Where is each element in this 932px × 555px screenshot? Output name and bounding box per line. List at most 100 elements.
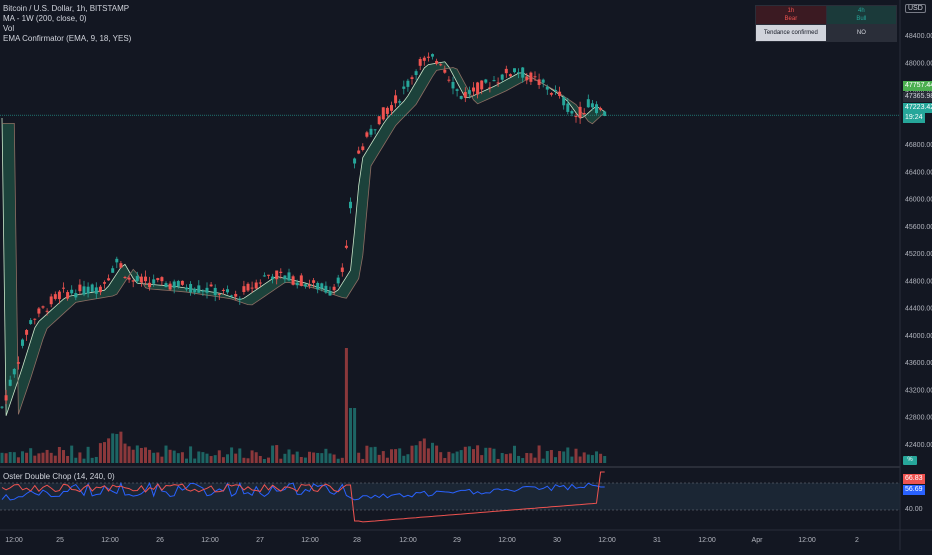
volume-bar xyxy=(349,408,352,463)
volume-bar xyxy=(324,448,328,463)
volume-bar xyxy=(504,454,508,463)
volume-bar xyxy=(70,445,74,463)
volume-bar xyxy=(545,451,549,463)
volume-bar xyxy=(316,452,320,463)
volume-bar xyxy=(172,450,176,463)
volume-bar xyxy=(86,446,90,463)
candle-body xyxy=(49,296,53,305)
volume-bar xyxy=(312,452,316,463)
volume-bar xyxy=(344,348,348,463)
candle-body xyxy=(37,308,41,314)
volume-bar xyxy=(336,458,340,463)
candle-body xyxy=(4,395,8,401)
legend-ema[interactable]: EMA Confirmator (EMA, 9, 18, YES) xyxy=(3,34,132,43)
volume-bar xyxy=(455,451,459,463)
legend-vol[interactable]: Vol xyxy=(3,24,15,33)
y-tick-label: 48400.00 xyxy=(905,33,932,40)
candle-body xyxy=(131,280,135,282)
candle-body xyxy=(447,79,451,81)
candle-body xyxy=(410,77,414,79)
osc-blue-tag: 56.69 xyxy=(903,485,925,495)
volume-bar xyxy=(201,452,205,463)
candle-body xyxy=(349,201,352,209)
volume-bar xyxy=(107,438,111,463)
candle-body xyxy=(94,287,98,294)
candle-body xyxy=(357,150,361,154)
volume-bar xyxy=(435,445,439,463)
volume-bar xyxy=(549,450,553,463)
volume-bar xyxy=(152,452,156,463)
x-tick-label: 28 xyxy=(353,537,361,544)
candle-body xyxy=(316,282,320,290)
candle-body xyxy=(41,306,45,308)
candle-body xyxy=(258,282,262,284)
volume-bar xyxy=(582,452,586,463)
volume-bar xyxy=(398,448,402,463)
volume-bar xyxy=(127,446,131,463)
volume-bar xyxy=(62,450,65,463)
volume-bar xyxy=(258,455,262,463)
y-tick-label: 44800.00 xyxy=(905,278,932,285)
candle-body xyxy=(254,282,258,289)
candle-body xyxy=(185,287,188,290)
volume-bar xyxy=(221,457,225,463)
osc-red-tag: 66.83 xyxy=(903,474,925,484)
volume-bar xyxy=(193,458,197,463)
candle-body xyxy=(353,158,357,164)
volume-bar xyxy=(205,453,209,463)
candle-body xyxy=(385,107,389,114)
volume-bar xyxy=(603,456,607,463)
candle-body xyxy=(328,291,332,296)
volume-bar xyxy=(12,452,16,463)
oscillator-title[interactable]: Oster Double Chop (14, 240, 0) xyxy=(3,472,115,481)
volume-bar xyxy=(578,456,582,463)
volume-bar xyxy=(4,453,8,463)
volume-bar xyxy=(21,451,24,463)
volume-bar xyxy=(90,457,94,463)
candle-body xyxy=(82,286,86,295)
trend-status-table: 1h Bear 4h Bull Tendance confirmed NO xyxy=(755,5,898,42)
volume-bar xyxy=(226,454,229,463)
x-tick-label: 12:00 xyxy=(598,537,616,544)
candle-body xyxy=(459,96,463,99)
currency-button[interactable]: USD xyxy=(905,4,926,13)
candle-body xyxy=(414,71,418,76)
candle-body xyxy=(570,111,574,114)
candle-body xyxy=(472,87,475,92)
volume-bar xyxy=(308,451,311,463)
candle-body xyxy=(16,362,20,364)
legend-ma[interactable]: MA - 1W (200, close, 0) xyxy=(3,14,87,23)
candle-body xyxy=(463,92,467,98)
y-tick-label: 44000.00 xyxy=(905,333,932,340)
volume-bar xyxy=(357,452,361,463)
volume-bar xyxy=(529,453,533,463)
candle-body xyxy=(500,74,504,80)
y-tick-label: 46000.00 xyxy=(905,197,932,204)
volume-bar xyxy=(37,453,41,463)
volume-bar xyxy=(160,456,164,463)
candle-body xyxy=(439,64,443,66)
candle-body xyxy=(599,108,603,110)
x-tick-label: Apr xyxy=(752,537,764,544)
candle-body xyxy=(78,284,82,292)
trend-value-cell: NO xyxy=(825,24,898,42)
candle-body xyxy=(390,105,393,111)
candle-body xyxy=(521,67,525,78)
candle-body xyxy=(340,267,344,272)
candle-body xyxy=(168,283,172,290)
candle-body xyxy=(525,76,529,81)
candle-body xyxy=(373,129,377,131)
volume-bar xyxy=(496,458,500,463)
legend-symbol[interactable]: Bitcoin / U.S. Dollar, 1h, BITSTAMP xyxy=(3,4,130,13)
volume-bar xyxy=(98,443,102,463)
candle-body xyxy=(426,56,430,58)
volume-bar xyxy=(33,455,37,463)
volume-bar xyxy=(332,454,336,463)
candle-body xyxy=(53,294,57,299)
volume-bar xyxy=(82,458,86,463)
volume-bar xyxy=(185,458,188,463)
candle-body xyxy=(111,268,115,273)
candle-body xyxy=(443,69,447,73)
